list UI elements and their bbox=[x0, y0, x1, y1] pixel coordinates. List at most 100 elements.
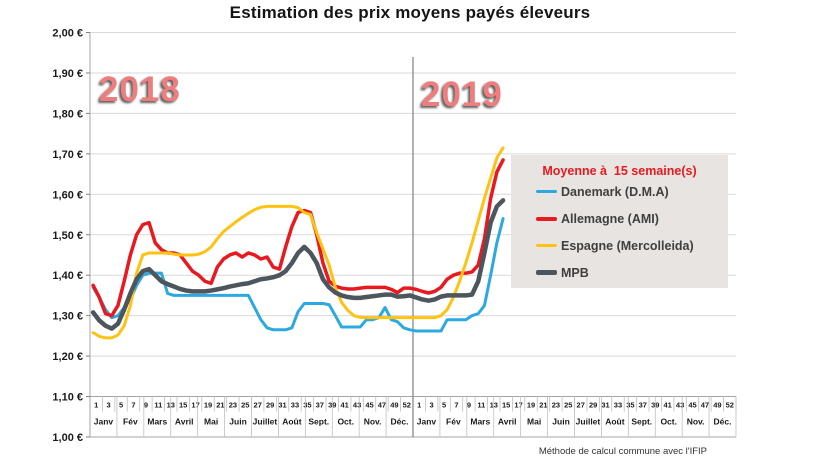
chart-title: Estimation des prix moyens payés éleveur… bbox=[229, 3, 591, 22]
month-label: Mars bbox=[470, 417, 490, 427]
week-label: 9 bbox=[467, 401, 471, 410]
week-label: 41 bbox=[664, 401, 672, 410]
week-label: 5 bbox=[442, 401, 446, 410]
week-label: 31 bbox=[278, 401, 286, 410]
y-axis-label: 1,00 € bbox=[52, 432, 83, 444]
month-label: Août bbox=[605, 417, 625, 427]
week-label: 3 bbox=[107, 401, 111, 410]
month-label: Juillet bbox=[253, 417, 278, 427]
y-axis-label: 1,90 € bbox=[52, 68, 83, 80]
month-label: Mai bbox=[527, 417, 541, 427]
week-label: 9 bbox=[144, 401, 148, 410]
y-axis-label: 1,20 € bbox=[52, 351, 83, 363]
week-label: 25 bbox=[564, 401, 572, 410]
legend-label-mpb: MPB bbox=[561, 265, 589, 280]
month-label: Oct. bbox=[660, 417, 677, 427]
week-label: 17 bbox=[514, 401, 522, 410]
series-line-allemagne bbox=[91, 158, 505, 318]
legend-label-danemark: Danemark (D.M.A) bbox=[561, 184, 669, 199]
week-label: 23 bbox=[552, 401, 560, 410]
week-label: 52 bbox=[726, 401, 734, 410]
y-axis-label: 1,80 € bbox=[52, 108, 83, 120]
week-label: 37 bbox=[316, 401, 324, 410]
month-label: Sept. bbox=[308, 417, 329, 427]
year-label-2018: 2018 bbox=[99, 70, 181, 109]
legend-swatch-mpb bbox=[536, 270, 557, 275]
week-label: 11 bbox=[154, 401, 162, 410]
legend: Moyenne à 15 semaine(s) Danemark (D.M.A)… bbox=[511, 155, 728, 288]
month-label: Sept. bbox=[631, 417, 652, 427]
week-label: 21 bbox=[216, 401, 224, 410]
week-label: 43 bbox=[676, 401, 684, 410]
week-label: 45 bbox=[365, 401, 373, 410]
y-axis-label: 1,40 € bbox=[52, 270, 83, 282]
week-label: 15 bbox=[502, 401, 510, 410]
y-axis-label: 1,10 € bbox=[52, 392, 83, 404]
week-label: 33 bbox=[291, 401, 299, 410]
week-label: 23 bbox=[229, 401, 237, 410]
week-label: 1 bbox=[417, 401, 421, 410]
week-label: 27 bbox=[577, 401, 585, 410]
week-label: 41 bbox=[341, 401, 349, 410]
month-label: Nov. bbox=[687, 417, 705, 427]
week-label: 37 bbox=[639, 401, 647, 410]
legend-swatch-danemark bbox=[536, 190, 557, 193]
series-line-mpb bbox=[90, 198, 506, 331]
week-label: 47 bbox=[701, 401, 709, 410]
legend-label-espagne: Espagne (Mercolleida) bbox=[561, 238, 694, 253]
week-label: 15 bbox=[179, 401, 187, 410]
month-label: Déc. bbox=[714, 417, 732, 427]
month-label: Avril bbox=[498, 417, 517, 427]
week-label: 5 bbox=[119, 401, 123, 410]
month-label: Janv bbox=[417, 417, 437, 427]
week-label: 31 bbox=[601, 401, 609, 410]
week-label: 21 bbox=[539, 401, 547, 410]
legend-item-allemagne: Allemagne (AMI) bbox=[511, 205, 728, 232]
week-label: 49 bbox=[713, 401, 721, 410]
week-label: 43 bbox=[353, 401, 361, 410]
week-label: 7 bbox=[454, 401, 458, 410]
week-label: 35 bbox=[303, 401, 311, 410]
legend-swatch-espagne bbox=[536, 244, 557, 247]
legend-title: Moyenne à 15 semaine(s) bbox=[542, 164, 697, 178]
month-label: Janv bbox=[94, 417, 114, 427]
week-label: 29 bbox=[266, 401, 274, 410]
month-label: Oct. bbox=[337, 417, 354, 427]
legend-item-mpb: MPB bbox=[511, 259, 728, 286]
legend-item-danemark: Danemark (D.M.A) bbox=[511, 178, 728, 205]
week-label: 17 bbox=[191, 401, 199, 410]
y-axis-label: 1,60 € bbox=[52, 189, 83, 201]
month-label: Mars bbox=[147, 417, 167, 427]
month-label: Juin bbox=[229, 417, 246, 427]
week-label: 33 bbox=[614, 401, 622, 410]
y-axis-label: 2,00 € bbox=[52, 28, 83, 40]
month-label: Juin bbox=[552, 417, 569, 427]
y-axis-label: 1,30 € bbox=[52, 311, 83, 323]
week-label: 35 bbox=[626, 401, 634, 410]
y-axis-label: 1,70 € bbox=[52, 149, 83, 161]
month-label: Fév bbox=[446, 417, 461, 427]
month-label: Fév bbox=[123, 417, 138, 427]
month-label: Août bbox=[282, 417, 302, 427]
week-label: 45 bbox=[688, 401, 696, 410]
week-label: 7 bbox=[131, 401, 135, 410]
week-label: 49 bbox=[390, 401, 398, 410]
week-label: 3 bbox=[430, 401, 434, 410]
series-line-danemark bbox=[91, 217, 505, 333]
series-line-espagne bbox=[91, 146, 505, 340]
week-label: 52 bbox=[403, 401, 411, 410]
week-label: 27 bbox=[254, 401, 262, 410]
week-label: 47 bbox=[378, 401, 386, 410]
week-label: 1 bbox=[94, 401, 98, 410]
legend-swatch-allemagne bbox=[536, 216, 557, 221]
month-label: Nov. bbox=[364, 417, 382, 427]
footer-note: Méthode de calcul commune avec l'IFIP bbox=[538, 446, 707, 457]
y-axis-label: 1,50 € bbox=[52, 230, 83, 242]
month-label: Juillet bbox=[576, 417, 601, 427]
month-label: Mai bbox=[204, 417, 218, 427]
legend-label-allemagne: Allemagne (AMI) bbox=[561, 211, 659, 226]
week-label: 29 bbox=[589, 401, 597, 410]
week-label: 11 bbox=[477, 401, 485, 410]
